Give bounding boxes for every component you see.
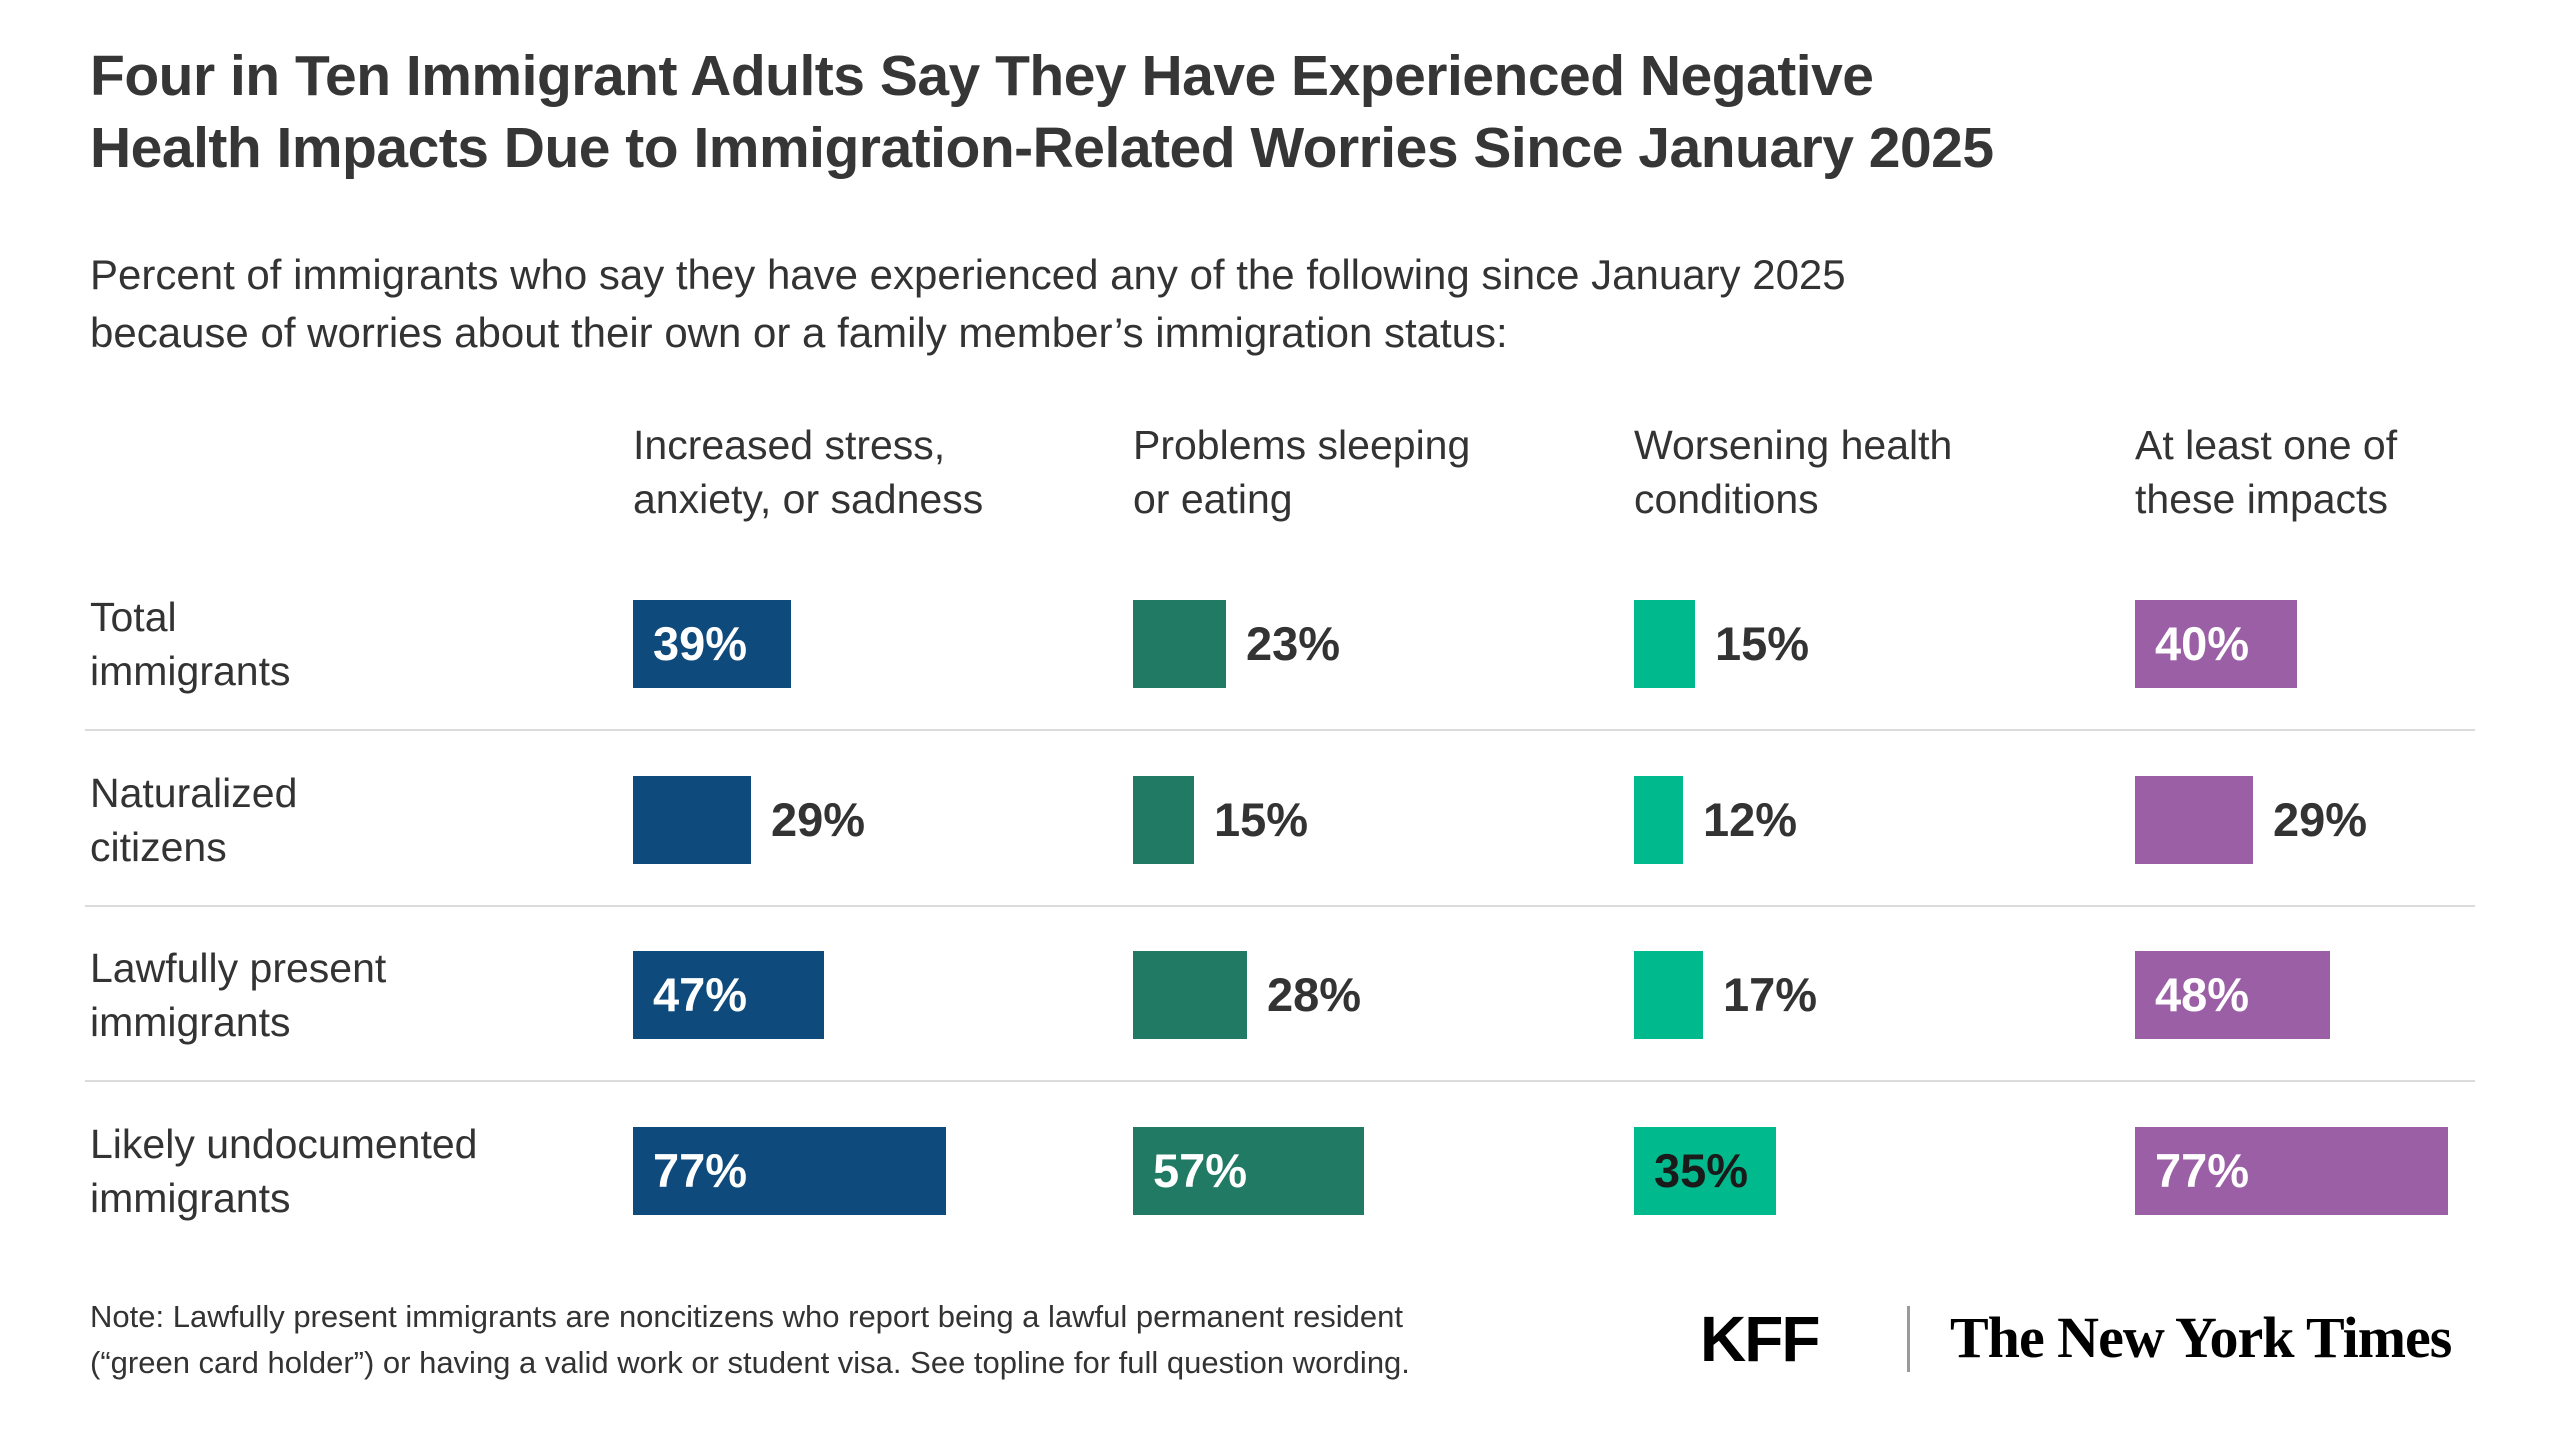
column-header-worsening-health: Worsening health conditions — [1634, 418, 2114, 526]
chart-title-line-1: Four in Ten Immigrant Adults Say They Ha… — [90, 44, 1874, 108]
chart-subtitle-line-2: because of worries about their own or a … — [90, 309, 1508, 356]
column-header-problems-sleeping: Problems sleeping or eating — [1133, 418, 1613, 526]
row-label-line: immigrants — [90, 1175, 291, 1221]
chart-subtitle-line-1: Percent of immigrants who say they have … — [90, 251, 1846, 298]
bar-total-sleeping — [1133, 600, 1226, 688]
kff-logo: KFF — [1700, 1303, 1820, 1375]
column-header-line: At least one of — [2135, 422, 2398, 468]
bar-value-label: 35% — [1654, 1144, 1749, 1197]
logo-divider — [1907, 1306, 1910, 1372]
column-header-line: Worsening health — [1634, 422, 1953, 468]
row-label-line: citizens — [90, 824, 227, 870]
chart-title-line-2: Health Impacts Due to Immigration-Relate… — [90, 116, 1994, 180]
column-header-line: anxiety, or sadness — [633, 476, 984, 522]
row-separator — [85, 729, 2475, 731]
bar-value-label: 15% — [1715, 617, 1810, 670]
bar-total-health — [1634, 600, 1695, 688]
bar-value-label: 39% — [653, 617, 748, 670]
bar-total-atleastone — [2135, 600, 2297, 688]
row-label-line: Total — [90, 594, 177, 640]
column-header-line: or eating — [1133, 476, 1293, 522]
bar-total-stress — [633, 600, 791, 688]
footnote-line-2: (“green card holder”) or having a valid … — [90, 1345, 1410, 1380]
bar-naturalized-sleeping — [1133, 776, 1194, 864]
bar-undocumented-stress — [633, 1127, 946, 1215]
row-label-lawfully-present: Lawfully present immigrants — [90, 941, 620, 1049]
chart-subtitle: Percent of immigrants who say they have … — [90, 246, 1846, 362]
column-header-line: conditions — [1634, 476, 1819, 522]
bar-naturalized-stress — [633, 776, 751, 864]
bar-undocumented-sleeping — [1133, 1127, 1364, 1215]
bar-undocumented-health — [1634, 1127, 1776, 1215]
bar-value-label: 15% — [1214, 793, 1309, 846]
row-label-line: Naturalized — [90, 770, 298, 816]
bar-value-label: 29% — [2273, 793, 2368, 846]
bar-lawful-atleastone — [2135, 951, 2330, 1039]
new-york-times-logo: The New York Times — [1950, 1305, 2452, 1370]
column-header-line: Problems sleeping — [1133, 422, 1471, 468]
bar-value-label: 77% — [653, 1144, 748, 1197]
bar-value-label: 47% — [653, 968, 748, 1021]
row-label-likely-undocumented: Likely undocumented immigrants — [90, 1117, 620, 1225]
row-label-line: Lawfully present — [90, 945, 387, 991]
column-header-increased-stress: Increased stress, anxiety, or sadness — [633, 418, 1113, 526]
bar-lawful-stress — [633, 951, 824, 1039]
row-label-line: immigrants — [90, 999, 291, 1045]
bar-naturalized-atleastone — [2135, 776, 2253, 864]
bar-value-label: 77% — [2155, 1144, 2250, 1197]
column-header-line: Increased stress, — [633, 422, 946, 468]
bar-value-label: 23% — [1246, 617, 1341, 670]
bar-undocumented-atleastone — [2135, 1127, 2448, 1215]
row-label-line: immigrants — [90, 648, 291, 694]
row-separator — [85, 1080, 2475, 1082]
bar-value-label: 48% — [2155, 968, 2250, 1021]
footnote-line-1: Note: Lawfully present immigrants are no… — [90, 1299, 1404, 1334]
bar-value-label: 17% — [1723, 968, 1818, 1021]
footnote: Note: Lawfully present immigrants are no… — [90, 1294, 1410, 1386]
row-label-line: Likely undocumented — [90, 1121, 478, 1167]
bar-value-label: 12% — [1703, 793, 1798, 846]
bar-value-label: 40% — [2155, 617, 2250, 670]
bar-value-label: 57% — [1153, 1144, 1248, 1197]
column-header-line: these impacts — [2135, 476, 2388, 522]
row-label-total-immigrants: Total immigrants — [90, 590, 620, 698]
bar-value-label: 29% — [771, 793, 866, 846]
bar-lawful-sleeping — [1133, 951, 1247, 1039]
row-separator — [85, 905, 2475, 907]
row-label-naturalized-citizens: Naturalized citizens — [90, 766, 620, 874]
bar-naturalized-health — [1634, 776, 1683, 864]
chart-title: Four in Ten Immigrant Adults Say They Ha… — [90, 40, 1994, 184]
column-header-at-least-one: At least one of these impacts — [2135, 418, 2560, 526]
bar-value-label: 28% — [1267, 968, 1362, 1021]
bar-lawful-health — [1634, 951, 1703, 1039]
